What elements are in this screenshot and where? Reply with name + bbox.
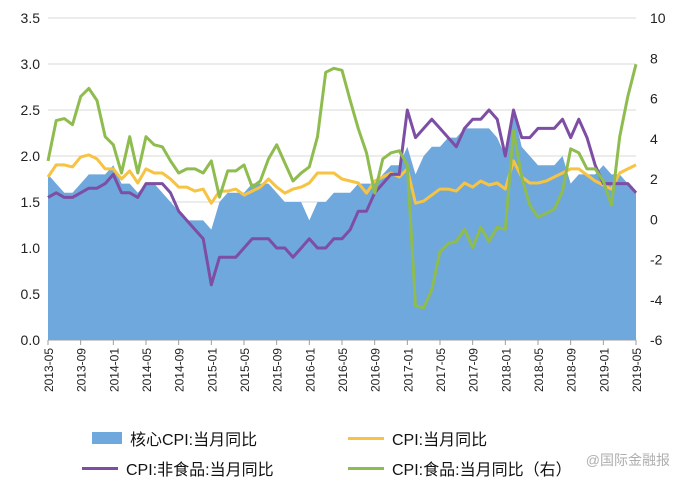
y-left-tick-label: 1.0 — [21, 240, 41, 256]
y-left-tick-label: 2.0 — [21, 148, 41, 164]
y-right-tick-label: 10 — [650, 10, 666, 26]
x-tick-label: 2017-01 — [401, 348, 415, 392]
series-line-cpi-food — [46, 63, 638, 310]
x-tick-label: 2019-01 — [597, 348, 611, 392]
legend-swatch-cpi-food — [348, 466, 384, 470]
legend-item-cpi-food: CPI:食品:当月同比（右） — [348, 456, 572, 480]
x-tick-label: 2017-09 — [467, 348, 481, 392]
x-tick-label: 2016-09 — [369, 348, 383, 392]
legend-swatch-core-cpi — [92, 432, 122, 444]
cpi-chart: 0.0 0.5 1.0 1.5 2.0 2.5 3.0 3.5 -6 -4 -2 0 2 4 6 8 10 201… — [21, 10, 666, 392]
legend-label-cpi-nonfood: CPI:非食品:当月同比 — [126, 462, 274, 479]
x-tick-label: 2013-05 — [42, 348, 56, 392]
x-tick-label: 2017-05 — [434, 348, 448, 392]
y-right-tick-label: 6 — [650, 91, 658, 107]
x-tick-label: 2018-01 — [499, 348, 513, 392]
x-tick-label: 2018-09 — [565, 348, 579, 392]
x-tick-label: 2019-05 — [630, 348, 644, 392]
x-tick-label: 2014-09 — [173, 348, 187, 392]
y-right-tick-label: -2 — [650, 252, 663, 268]
legend-item-cpi-nonfood: CPI:非食品:当月同比 — [82, 456, 274, 480]
legend-label-cpi-food: CPI:食品:当月同比（右） — [392, 462, 572, 479]
y-left-tick-label: 3.0 — [21, 56, 41, 72]
series-line-cpi — [46, 153, 637, 205]
y-right-tick-label: 8 — [650, 50, 658, 66]
x-tick-label: 2016-01 — [303, 348, 317, 392]
watermark: @国际金融报 — [585, 452, 670, 468]
x-tick-label: 2016-05 — [336, 348, 350, 392]
legend-item-core-cpi: 核心CPI:当月同比 — [92, 426, 257, 450]
legend: 核心CPI:当月同比 CPI:当月同比 CPI:非食品:当月同比 CPI:食品:… — [0, 418, 678, 482]
series-line-cpi-nonfood — [47, 108, 638, 287]
y-left-tick-label: 2.5 — [21, 102, 41, 118]
x-tick-label: 2015-01 — [205, 348, 219, 392]
y-right-tick-label: -6 — [650, 332, 663, 348]
y-left-tick-label: 0.0 — [21, 332, 41, 348]
y-right-tick-label: 4 — [650, 131, 658, 147]
x-tick-label: 2014-01 — [107, 348, 121, 392]
series-area-core-cpi — [48, 110, 636, 340]
legend-swatch-cpi-nonfood — [82, 466, 118, 470]
x-tick-label: 2015-05 — [238, 348, 252, 392]
legend-label-cpi: CPI:当月同比 — [392, 432, 488, 449]
x-tick-label: 2015-09 — [271, 348, 285, 392]
x-tick-label: 2013-09 — [75, 348, 89, 392]
x-tick-label: 2014-05 — [140, 348, 154, 392]
y-left-tick-label: 3.5 — [21, 10, 41, 26]
y-right-tick-label: 2 — [650, 171, 658, 187]
y-right-tick-label: -4 — [650, 292, 663, 308]
legend-label-core-cpi: 核心CPI:当月同比 — [130, 432, 258, 449]
y-left-tick-label: 1.5 — [21, 194, 41, 210]
legend-item-cpi: CPI:当月同比 — [348, 426, 487, 450]
x-tick-label: 2018-05 — [532, 348, 546, 392]
legend-swatch-cpi — [348, 436, 384, 440]
y-left-tick-label: 0.5 — [21, 286, 41, 302]
y-right-tick-label: 0 — [650, 211, 658, 227]
